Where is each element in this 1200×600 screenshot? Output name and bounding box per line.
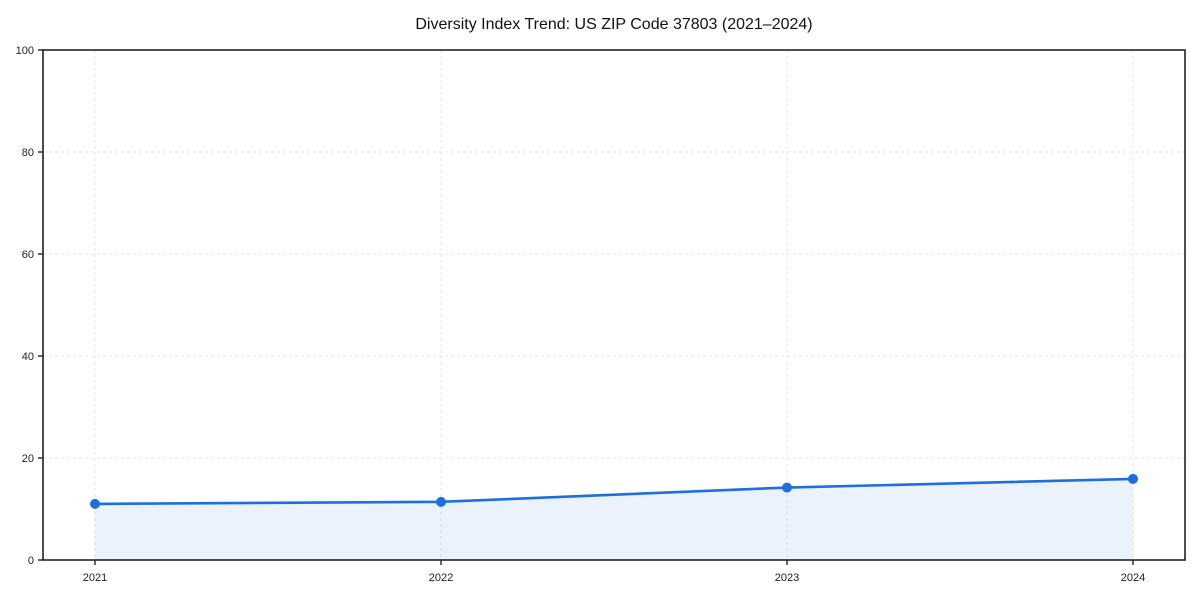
x-axis-tick-label: 2021 [83,572,107,584]
x-axis-tick-label: 2022 [429,572,453,584]
y-axis-tick-label: 0 [28,555,34,567]
plot-layer [90,473,1138,560]
x-axis-tick-label: 2024 [1121,572,1145,584]
axis-layer: 0 20 40 60 80 100 2021 2022 2023 2024 [16,45,1186,584]
plot-border [42,49,1186,561]
y-axis-tick-label: 100 [16,45,34,57]
data-point-marker [782,482,792,493]
trend-line [93,477,1135,506]
area-fill [95,478,1133,560]
data-point-marker [1128,473,1138,484]
x-axis-tick-label: 2023 [775,572,799,584]
chart-title: Diversity Index Trend: US ZIP Code 37803… [415,16,812,33]
data-point-marker [90,498,100,509]
y-axis-tick-label: 20 [22,453,34,465]
y-axis-tick-label: 40 [22,351,34,363]
y-axis-tick-label: 60 [22,249,34,261]
y-axis-tick-label: 80 [22,147,34,159]
data-point-marker [436,496,446,507]
